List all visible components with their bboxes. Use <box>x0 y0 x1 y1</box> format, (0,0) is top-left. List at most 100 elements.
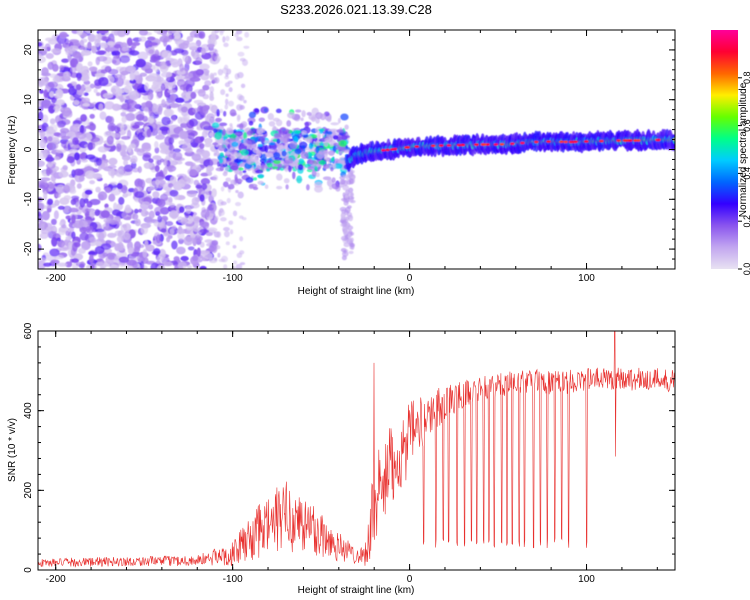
spectrogram-cell <box>202 84 210 91</box>
spectrogram-cell <box>84 30 95 34</box>
x-tick-label: 100 <box>578 273 595 284</box>
spectrogram-cell <box>275 108 282 114</box>
spectrogram-cell <box>599 139 604 143</box>
spectrogram-cell <box>238 167 244 171</box>
spectrogram-cell <box>343 200 349 206</box>
spectrogram-cell <box>283 178 290 184</box>
spectrogram-cell <box>84 189 93 195</box>
spectrogram-cell <box>227 183 235 190</box>
spectrogram-cell <box>79 232 89 241</box>
spectrogram-cell <box>209 91 214 99</box>
spectrogram-cell <box>54 199 60 207</box>
spectrogram-cell <box>65 215 72 220</box>
spectrogram-cell <box>298 158 305 165</box>
spectrogram-cell <box>108 169 116 177</box>
spectrogram-cell <box>47 183 57 189</box>
spectrogram-cell <box>94 73 106 77</box>
spectrogram-cell <box>499 143 505 146</box>
spectrogram-cell <box>224 82 231 88</box>
spectrogram-cell <box>301 110 306 118</box>
spectrogram-cell <box>176 246 186 255</box>
spectrogram-cell <box>116 235 124 243</box>
spectrogram-cell <box>337 117 341 124</box>
spectrogram-cell <box>323 142 329 147</box>
spectrogram-cell <box>139 244 145 249</box>
spectrogram-cell <box>100 210 111 219</box>
snr-frame <box>37 330 676 571</box>
spectrogram-cell <box>314 181 323 188</box>
spectrogram-cell <box>56 184 66 194</box>
spectrogram-cell <box>224 75 229 80</box>
spectrogram-cell <box>89 136 101 143</box>
spectrogram-cell <box>217 161 221 167</box>
spectrogram-cell <box>123 232 131 240</box>
spectrogram-cell <box>349 242 355 248</box>
spectrogram-cell <box>340 113 349 121</box>
spectrogram-cell <box>48 38 57 45</box>
spectrogram-cell <box>135 58 147 68</box>
spectrogram-cell <box>267 113 274 121</box>
spectrogram-cell <box>155 134 166 140</box>
spectrogram-cell <box>38 42 43 47</box>
spectrogram-cell <box>348 250 354 255</box>
spectrogram-cell <box>159 193 169 202</box>
spectrogram-cell <box>138 36 147 42</box>
spectrogram-cell <box>97 33 102 40</box>
spectrogram-cell <box>50 218 57 226</box>
x-tick-label: -200 <box>46 574 66 585</box>
spectrogram-cell <box>178 42 189 50</box>
spectrogram-cell <box>252 147 259 154</box>
spectrogram-cell <box>186 35 194 43</box>
spectrogram-cell <box>318 160 326 165</box>
spectrogram-cell <box>122 193 129 198</box>
spectrogram-cell <box>216 108 220 117</box>
spectrogram-cell <box>78 91 85 96</box>
spectrogram-cell <box>56 262 68 267</box>
spectrogram-cell <box>257 180 264 185</box>
spectrogram-cell <box>163 158 168 166</box>
spectrogram-cell <box>171 115 177 122</box>
spectrogram-cell <box>300 117 304 122</box>
spectrogram-cell <box>328 186 333 190</box>
spectrogram-cell <box>276 185 283 190</box>
spectrogram-cell <box>297 163 304 171</box>
spectrogram-cell <box>273 132 283 138</box>
spectrogram-cell <box>87 41 92 50</box>
spectrogram-cell <box>82 69 89 80</box>
spectrogram-cell <box>93 88 98 94</box>
spectrogram-cell <box>178 206 185 213</box>
spectrogram-cell <box>124 207 132 213</box>
spectrogram-cell <box>296 175 303 184</box>
spectrogram-cell <box>97 30 109 35</box>
spectrogram-cell <box>349 237 354 243</box>
spectrogram-cell <box>120 97 125 103</box>
spectrogram-cell <box>213 72 217 76</box>
spectrogram-cell <box>474 143 479 146</box>
spectrogram-cell <box>214 30 220 34</box>
spectrogram-cell <box>210 74 215 80</box>
spectrogram-cell <box>134 191 145 199</box>
spectrogram-cell <box>167 89 177 94</box>
spectrogram-cell <box>167 183 174 188</box>
spectrogram-cell <box>177 261 187 269</box>
spectrogram-cell <box>111 50 121 56</box>
spectrogram-cell <box>239 57 246 62</box>
spectrogram-cell <box>306 112 312 116</box>
spectrogram-cell <box>88 66 98 72</box>
spectrogram-cell <box>320 113 326 121</box>
spectrogram-cell <box>212 128 218 133</box>
spectrogram-cell <box>72 119 83 125</box>
spectrogram-cell <box>157 105 163 115</box>
spectrogram-cell <box>106 135 114 145</box>
spectrogram-cell <box>71 258 80 263</box>
spectrogram-cell <box>236 30 243 35</box>
spectrogram-cell <box>161 50 172 59</box>
spectrogram-cell <box>330 166 334 172</box>
spectrogram-cell <box>182 54 189 62</box>
spectrogram-cell <box>107 254 115 260</box>
spectrogram-cell <box>113 55 119 60</box>
spectrogram-cell <box>75 261 86 267</box>
spectrogram-cell <box>84 216 93 221</box>
spectrogram-cell <box>200 209 210 219</box>
spectrogram-cell <box>233 158 243 163</box>
